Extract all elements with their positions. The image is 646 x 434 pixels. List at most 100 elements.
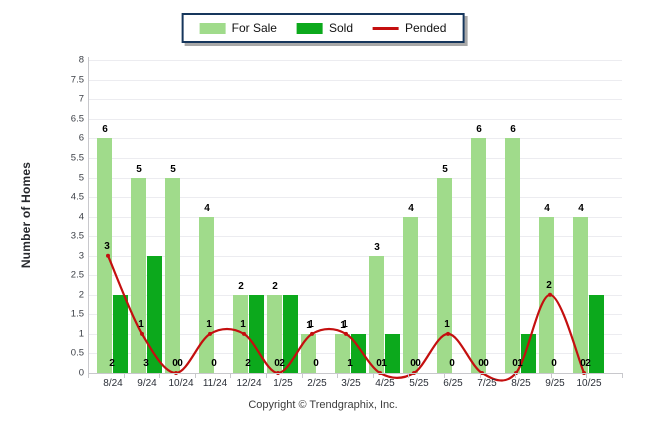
pended-value-label: 1 xyxy=(342,318,348,330)
for-sale-value-label: 1 xyxy=(340,319,346,331)
y-tick-label: 5.5 xyxy=(70,152,84,164)
for-sale-bar xyxy=(471,138,486,373)
x-axis-tick xyxy=(408,374,410,378)
pended-value-label: 0 xyxy=(580,358,586,369)
x-axis-tick xyxy=(622,374,623,378)
for-sale-bar xyxy=(539,216,554,373)
pended-point xyxy=(446,331,450,336)
for-sale-value-label: 4 xyxy=(408,202,414,214)
x-axis-tick xyxy=(88,374,89,378)
y-tick-label: 0.5 xyxy=(70,347,84,359)
x-axis-tick xyxy=(230,374,232,378)
for-sale-bar xyxy=(165,177,180,373)
y-tick-label: 6 xyxy=(78,132,84,144)
for-sale-value-label: 5 xyxy=(170,163,176,175)
gridline xyxy=(88,177,622,179)
gridline xyxy=(88,118,622,120)
sold-value-label: 0 xyxy=(177,358,183,369)
for-sale-value-label: 5 xyxy=(136,163,142,175)
sold-value-label: 3 xyxy=(143,358,149,369)
y-tick-label: 2 xyxy=(78,289,84,301)
pended-value-label: 1 xyxy=(206,318,212,330)
pended-value-label: 1 xyxy=(308,318,314,330)
y-tick-label: 4.5 xyxy=(70,191,84,203)
y-tick-label: 7 xyxy=(78,93,84,105)
x-axis-tick xyxy=(550,374,552,378)
x-axis-tick xyxy=(159,374,161,378)
for-sale-value-label: 2 xyxy=(238,280,244,292)
y-tick-label: 1.5 xyxy=(70,308,84,320)
y-tick-label: 1 xyxy=(78,328,84,340)
gridline xyxy=(88,60,622,62)
x-tick-label: 9/25 xyxy=(545,378,565,389)
gridline xyxy=(88,216,622,218)
x-tick-label: 1/25 xyxy=(273,378,293,389)
x-tick-label: 3/25 xyxy=(341,378,361,389)
x-tick-label: 8/24 xyxy=(103,378,123,389)
y-axis-title: Number of Homes xyxy=(19,161,33,269)
pended-value-label: 3 xyxy=(104,240,110,252)
legend-item: Pended xyxy=(373,21,446,35)
x-axis-tick xyxy=(479,374,481,378)
for-sale-bar xyxy=(233,294,248,373)
for-sale-value-label: 5 xyxy=(442,163,448,175)
pended-point xyxy=(548,292,552,297)
for-sale-value-label: 6 xyxy=(476,124,482,136)
sold-bar xyxy=(521,333,536,373)
x-tick-label: 12/24 xyxy=(236,378,262,389)
for-sale-bar xyxy=(131,177,146,373)
x-axis-line xyxy=(88,373,623,374)
gridline xyxy=(88,79,622,81)
for-sale-bar xyxy=(301,333,316,373)
y-tick-label: 3.5 xyxy=(70,230,84,242)
pended-value-label: 1 xyxy=(138,318,144,330)
gridline xyxy=(88,99,622,101)
legend-item: Sold xyxy=(296,21,354,35)
pended-point xyxy=(140,331,144,336)
y-tick-label: 8 xyxy=(78,54,84,66)
sold-value-label: 1 xyxy=(381,358,387,369)
sold-bar xyxy=(147,255,162,373)
for-sale-value-label: 1 xyxy=(306,319,312,331)
copyright-text: Copyright © Trendgraphix, Inc. xyxy=(248,399,398,411)
y-axis-line xyxy=(88,57,89,374)
pended-value-label: 1 xyxy=(444,318,450,330)
sold-value-label: 2 xyxy=(279,358,285,369)
sold-value-label: 2 xyxy=(585,358,591,369)
x-axis-tick xyxy=(301,374,303,378)
legend-item: For Sale xyxy=(199,21,277,35)
for-sale-value-label: 6 xyxy=(102,124,108,136)
gridline xyxy=(88,275,622,277)
pended-value-label: 0 xyxy=(274,358,280,369)
for-sale-value-label: 6 xyxy=(510,124,516,136)
sold-swatch xyxy=(296,22,323,34)
x-tick-label: 9/24 xyxy=(137,378,157,389)
y-tick-label: 5 xyxy=(78,172,84,183)
pended-value-label: 0 xyxy=(172,358,178,369)
pended-value-label: 0 xyxy=(376,358,382,369)
sold-value-label: 2 xyxy=(109,358,115,369)
sold-value-label: 0 xyxy=(483,358,489,369)
for-sale-bar xyxy=(97,138,112,373)
legend: For Sale Sold Pended xyxy=(181,13,465,43)
sold-value-label: 2 xyxy=(245,358,251,369)
sold-value-label: 1 xyxy=(517,358,523,369)
sold-value-label: 0 xyxy=(415,358,421,369)
gridline xyxy=(88,197,622,199)
legend-label: Sold xyxy=(328,21,354,35)
sold-bar xyxy=(589,294,604,373)
sold-bar xyxy=(113,294,128,373)
y-tick-label: 4 xyxy=(78,211,84,223)
gridline xyxy=(88,236,622,238)
gridline xyxy=(88,294,622,296)
sold-value-label: 0 xyxy=(551,358,557,369)
x-axis-tick xyxy=(372,374,374,378)
for-sale-swatch xyxy=(199,22,226,34)
sold-value-label: 0 xyxy=(211,358,217,369)
for-sale-bar xyxy=(267,294,282,373)
for-sale-value-label: 2 xyxy=(272,280,278,292)
for-sale-value-label: 3 xyxy=(374,241,380,253)
sold-bar xyxy=(385,333,400,373)
